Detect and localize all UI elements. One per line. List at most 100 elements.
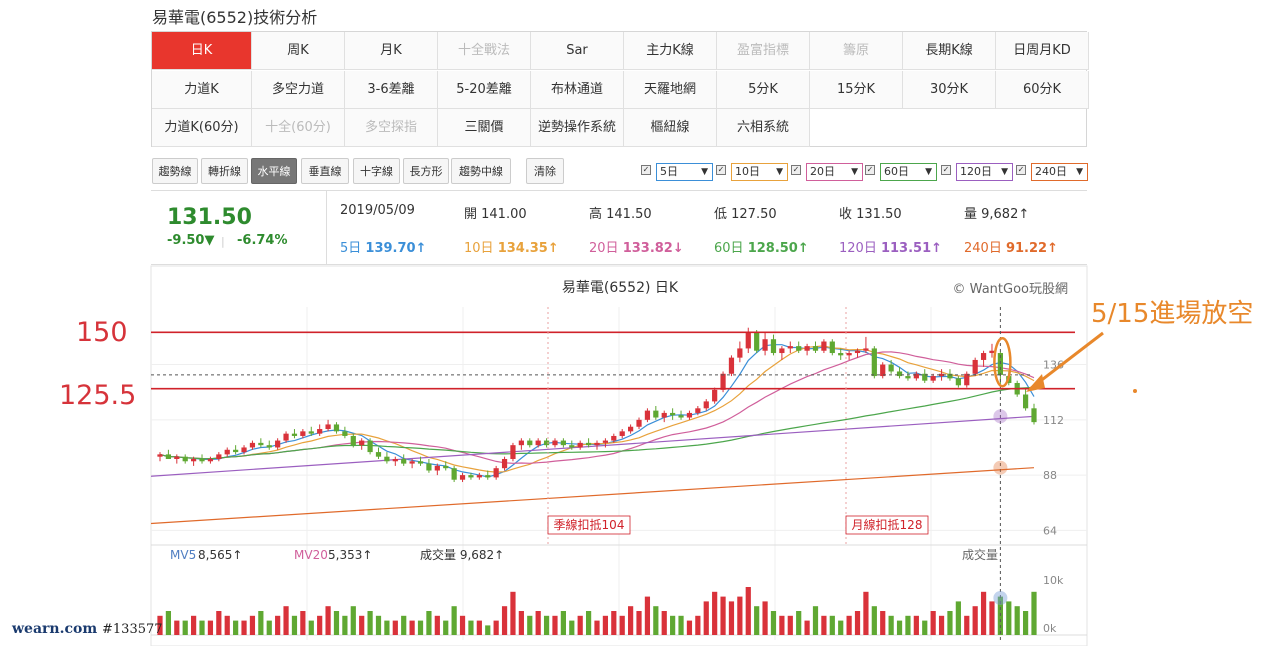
ma-checkbox-5[interactable]: ✓ [941, 165, 951, 175]
tab-8: 籌原 [810, 32, 903, 70]
ma-period-label: 5日 [660, 165, 678, 178]
kline-chart[interactable]: 易華電(6552) 日K © WantGoo玩股網 136112886410k0… [0, 265, 1280, 646]
volume-bar [476, 620, 482, 635]
volume-bar [804, 620, 810, 635]
volume-bar [375, 615, 382, 635]
volume-bar [737, 596, 743, 635]
tool-button-5[interactable]: 十字線 [353, 158, 400, 184]
candle-body [216, 454, 222, 459]
tool-button-3[interactable]: 水平線 [251, 158, 297, 184]
candle-body [989, 350, 995, 354]
volume-bar [249, 615, 256, 635]
candle-body [611, 435, 617, 441]
tab-10[interactable]: 日周月KD [996, 32, 1089, 70]
tab-13[interactable]: 3-6差離 [345, 70, 438, 109]
ma-checkbox-2[interactable]: ✓ [716, 165, 726, 175]
tab-12[interactable]: 多空力道 [252, 70, 345, 109]
volume-bar [922, 620, 928, 635]
volume-bar [174, 620, 180, 635]
ma-checkbox-3[interactable]: ✓ [791, 165, 801, 175]
volume-bar [552, 615, 558, 635]
candle-body [661, 412, 667, 418]
tool-button-2[interactable]: 轉折線 [201, 158, 248, 184]
tab-17[interactable]: 5分K [717, 70, 810, 109]
volume-bar [779, 615, 785, 635]
volume-bar [628, 606, 634, 635]
tab-5[interactable]: Sar [531, 32, 624, 70]
candle-body [947, 373, 953, 379]
volume-bar [409, 620, 415, 635]
tool-button-6[interactable]: 長方形 [403, 158, 449, 184]
tag-box [547, 515, 631, 535]
volume-bar [670, 615, 676, 635]
tool-button-4[interactable]: 垂直線 [301, 158, 349, 184]
tab-21[interactable]: 力道K(60分) [152, 109, 252, 147]
ma-period-select-3[interactable]: 20日 ▼ [806, 163, 863, 181]
ma-period-select-2[interactable]: 10日 ▼ [731, 163, 788, 181]
candle-body [191, 458, 197, 462]
chart-overlay: 季線扣抵104 月線扣抵128 [151, 307, 1104, 640]
tag-box [845, 515, 929, 535]
tab-6[interactable]: 主力K線 [624, 32, 717, 70]
volume-bar [426, 611, 432, 635]
candle-body [838, 353, 844, 356]
candle-body [157, 454, 163, 457]
ma-value-2: 10日 134.35↑ [464, 237, 559, 256]
candle-body [350, 435, 356, 446]
volume-bar [585, 611, 592, 635]
ma-period-select-1[interactable]: 5日 ▼ [656, 163, 713, 181]
tool-button-7[interactable]: 趨勢中線 [451, 158, 511, 184]
tab-19[interactable]: 30分K [903, 70, 996, 109]
tool-button-8[interactable]: 清除 [526, 158, 564, 184]
candle-body [493, 468, 499, 478]
ma-value-number: 133.82↓ [622, 241, 684, 256]
volume-bar [543, 615, 550, 635]
tab-15[interactable]: 布林通道 [531, 70, 624, 109]
candle-body [569, 445, 575, 448]
ma-checkbox-6[interactable]: ✓ [1016, 165, 1026, 175]
ma-period-select-5[interactable]: 120日 ▼ [956, 163, 1013, 181]
tab-26[interactable]: 樞紐線 [624, 109, 717, 147]
tab-16[interactable]: 天羅地網 [624, 70, 717, 109]
tab-2[interactable]: 周K [252, 32, 345, 70]
tab-11[interactable]: 力道K [152, 70, 252, 109]
candle-body [401, 458, 407, 464]
candle-body [829, 341, 835, 354]
candle-body [409, 461, 415, 464]
candle-body [980, 353, 987, 360]
tab-25[interactable]: 逆勢操作系統 [531, 109, 624, 147]
volume-bar [611, 611, 617, 635]
tab-27[interactable]: 六相系統 [717, 109, 810, 147]
candle-body [468, 475, 474, 478]
volume-bar [1006, 601, 1012, 635]
volume-bar [451, 606, 457, 635]
tab-9[interactable]: 長期K線 [903, 32, 996, 70]
candle-body [224, 449, 230, 455]
ma-checkbox-4[interactable]: ✓ [865, 165, 875, 175]
mv20-label: MV20 [294, 548, 328, 562]
vol-tick-label: 0k [1043, 622, 1057, 635]
candle-body [434, 465, 440, 471]
tab-18[interactable]: 15分K [810, 70, 903, 109]
ma-value-5: 120日 113.51↑ [839, 237, 942, 256]
volume-bar [342, 615, 348, 635]
tab-1[interactable]: 日K [152, 32, 252, 70]
tab-14[interactable]: 5-20差離 [438, 70, 531, 109]
ma-checkbox-1[interactable]: ✓ [641, 165, 651, 175]
volume-bar [863, 591, 869, 635]
tool-button-1[interactable]: 趨勢線 [152, 158, 198, 184]
tab-24[interactable]: 三關價 [438, 109, 531, 147]
volume-bar [459, 615, 466, 635]
change-divider: | [221, 235, 225, 248]
page-title: 易華電(6552)技術分析 [152, 8, 318, 27]
ma-period-select-6[interactable]: 240日 ▼ [1031, 163, 1088, 181]
volume-bar [275, 615, 281, 635]
tab-22: 十全(60分) [252, 109, 345, 147]
volume-bar [905, 615, 911, 635]
ma-period-select-4[interactable]: 60日 ▼ [880, 163, 937, 181]
tab-3[interactable]: 月K [345, 32, 438, 70]
volume-bar [661, 611, 667, 635]
volume-bar [216, 611, 222, 635]
tab-20[interactable]: 60分K [996, 70, 1089, 109]
